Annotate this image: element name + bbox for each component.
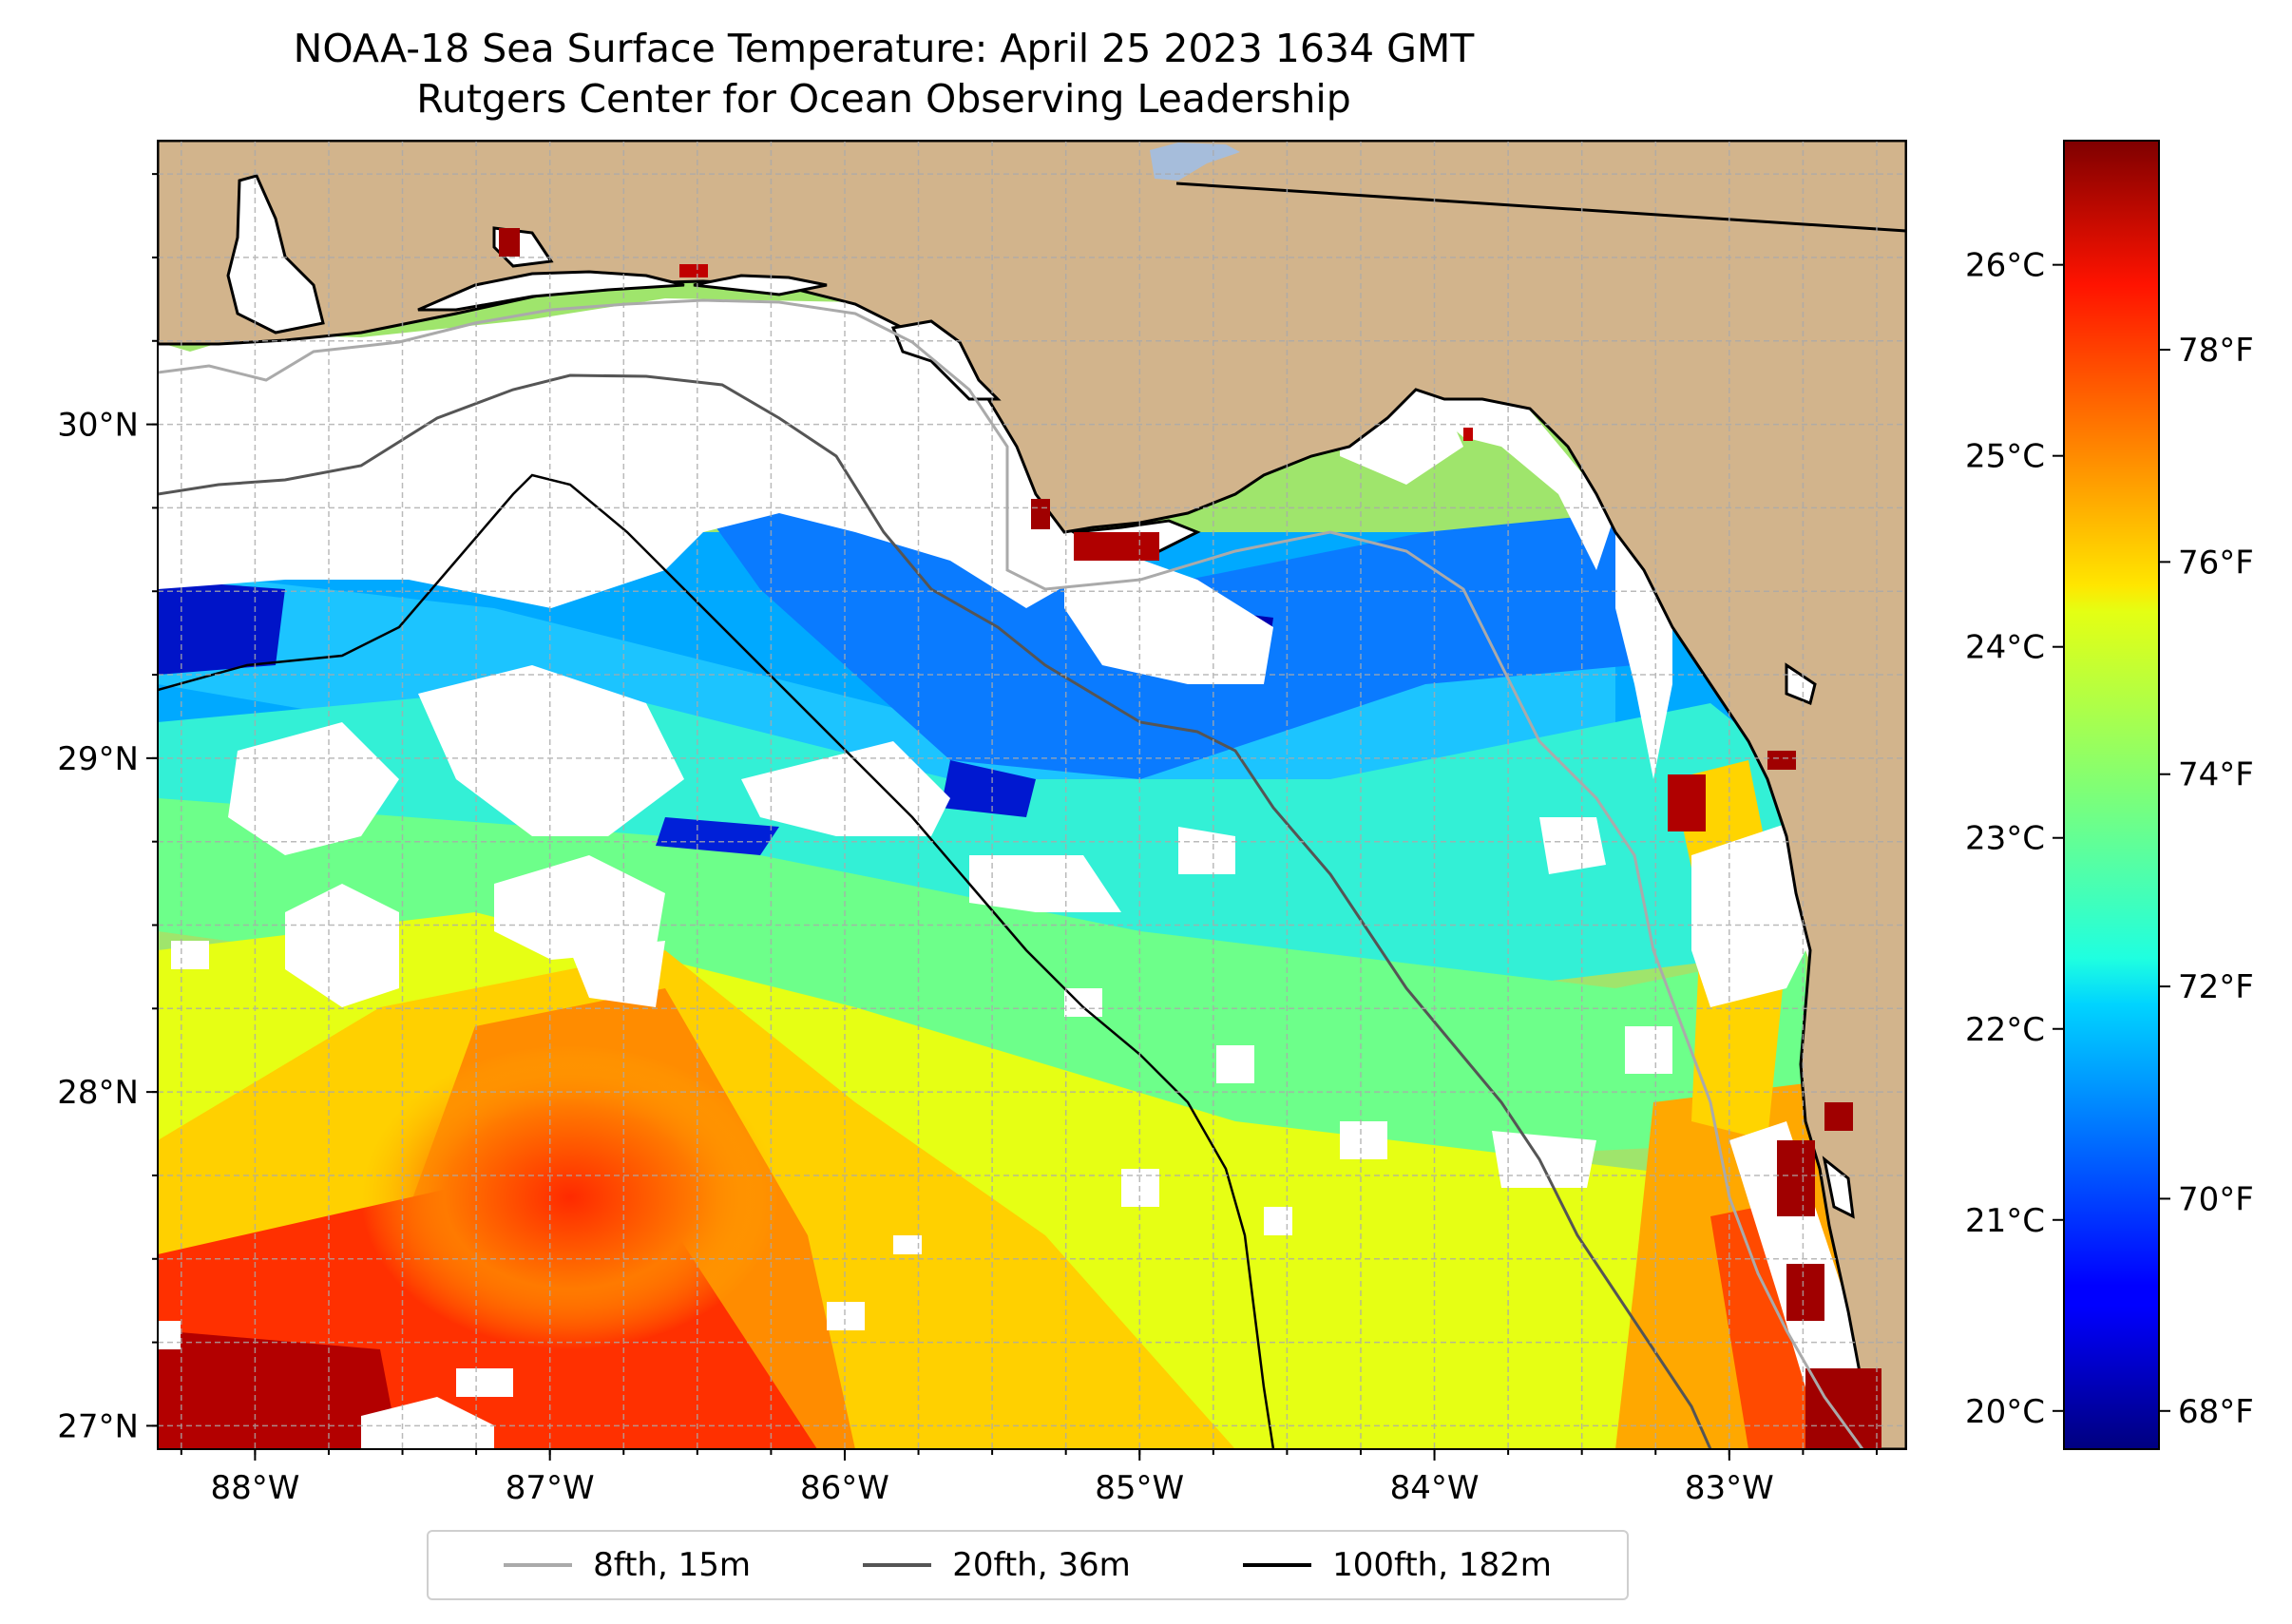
celsius-tick-label: 22°C: [1965, 1011, 2045, 1049]
legend-label-8fth: 8fth, 15m: [593, 1546, 752, 1584]
celsius-tick-label: 21°C: [1965, 1202, 2045, 1240]
celsius-tick-label: 26°C: [1965, 247, 2045, 285]
map-subtitle: Rutgers Center for Ocean Observing Leade…: [416, 76, 1351, 122]
fahrenheit-tick-label: 74°F: [2178, 756, 2254, 794]
longitude-axis: 88°W 87°W 86°W 85°W 84°W 83°W: [180, 1449, 1878, 1507]
fahrenheit-tick-label: 68°F: [2178, 1393, 2254, 1431]
legend-label-20fth: 20fth, 36m: [952, 1546, 1131, 1584]
legend-swatch-8fth: [504, 1563, 573, 1567]
isobath-legend: 8fth, 15m 20fth, 36m 100fth, 182m: [427, 1530, 1629, 1600]
isobath-20fth: [158, 373, 1712, 1449]
isobath-100fth: [158, 473, 1275, 1449]
colorbar-celsius-axis: 26°C 25°C 24°C 23°C 22°C 21°C 20°C: [1965, 247, 2064, 1431]
lat-tick-label: 30°N: [57, 407, 139, 445]
latitude-axis: 30°N 29°N 28°N 27°N: [57, 173, 158, 1445]
lon-tick-label: 83°W: [1685, 1469, 1774, 1507]
lat-tick-label: 27°N: [57, 1407, 139, 1445]
celsius-tick-label: 24°C: [1965, 629, 2045, 667]
celsius-tick-label: 25°C: [1965, 438, 2045, 476]
map-title: NOAA-18 Sea Surface Temperature: April 2…: [293, 26, 1475, 71]
lon-tick-label: 84°W: [1390, 1469, 1480, 1507]
lon-tick-label: 86°W: [800, 1469, 889, 1507]
colorbar-fahrenheit-axis: 78°F 76°F 74°F 72°F 70°F 68°F: [2159, 332, 2254, 1431]
legend-swatch-20fth: [863, 1563, 932, 1567]
celsius-tick-label: 20°C: [1965, 1393, 2045, 1431]
graticule: [158, 141, 1906, 1449]
cloud-mask: [158, 298, 1891, 1449]
map-frame: [157, 140, 1907, 1450]
lon-tick-label: 88°W: [210, 1469, 299, 1507]
celsius-tick-label: 23°C: [1965, 820, 2045, 858]
state-boundary: [1175, 182, 1907, 233]
legend-item-20fth: 20fth, 36m: [863, 1546, 1131, 1584]
fahrenheit-tick-label: 78°F: [2178, 332, 2254, 370]
fahrenheit-tick-label: 76°F: [2178, 544, 2254, 582]
lon-tick-label: 85°W: [1095, 1469, 1184, 1507]
fahrenheit-tick-label: 72°F: [2178, 968, 2254, 1006]
fahrenheit-tick-label: 70°F: [2178, 1180, 2254, 1218]
colorbar: [2063, 140, 2160, 1450]
lat-tick-label: 29°N: [57, 740, 139, 778]
legend-item-8fth: 8fth, 15m: [504, 1546, 751, 1584]
legend-item-100fth: 100fth, 182m: [1243, 1546, 1552, 1584]
legend-swatch-100fth: [1243, 1563, 1312, 1567]
coastal-hotspots: [499, 228, 1881, 1449]
legend-label-100fth: 100fth, 182m: [1332, 1546, 1552, 1584]
lat-tick-label: 28°N: [57, 1074, 139, 1112]
lake: [1150, 143, 1240, 181]
lon-tick-label: 87°W: [506, 1469, 595, 1507]
